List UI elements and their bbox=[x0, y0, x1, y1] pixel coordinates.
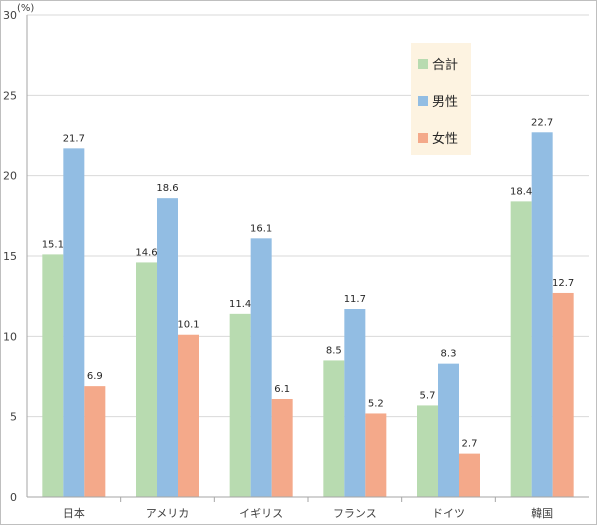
data-label: 12.7 bbox=[552, 278, 574, 289]
y-tick-label: 15 bbox=[3, 250, 17, 263]
data-label: 11.7 bbox=[344, 294, 366, 305]
y-tick-label: 5 bbox=[10, 411, 17, 424]
bar bbox=[136, 262, 157, 497]
bar bbox=[510, 201, 532, 497]
bar bbox=[42, 254, 64, 497]
data-label: 6.9 bbox=[87, 371, 103, 382]
data-label: 16.1 bbox=[250, 223, 272, 234]
data-label: 18.6 bbox=[156, 183, 178, 194]
x-category-label: 韓国 bbox=[531, 507, 553, 520]
y-tick-label: 20 bbox=[3, 170, 17, 183]
legend-label: 女性 bbox=[432, 131, 458, 147]
legend-swatch bbox=[418, 59, 428, 69]
data-label: 8.5 bbox=[326, 345, 342, 356]
data-labels: 15.1 21.7 6.9 14.6 18.6 10.1 11.4 16.1 6.1 8.5 11.… bbox=[42, 117, 575, 449]
data-label: 6.1 bbox=[274, 384, 290, 395]
bar bbox=[229, 313, 251, 497]
legend-label: 合計 bbox=[432, 57, 458, 73]
bar bbox=[417, 405, 438, 497]
legend-label: 男性 bbox=[432, 95, 458, 110]
data-label: 11.4 bbox=[229, 299, 251, 310]
bar bbox=[271, 398, 293, 497]
bar bbox=[63, 148, 85, 497]
y-tick-label: 25 bbox=[3, 89, 17, 102]
x-category-label: ドイツ bbox=[432, 507, 465, 520]
legend-swatch bbox=[418, 96, 428, 106]
bar bbox=[84, 386, 106, 497]
bar bbox=[344, 309, 366, 497]
gridlines bbox=[27, 14, 589, 418]
bar bbox=[250, 238, 272, 497]
y-tick-label: 10 bbox=[3, 330, 17, 343]
bar bbox=[531, 132, 553, 497]
data-label: 21.7 bbox=[63, 133, 85, 144]
data-label: 5.7 bbox=[420, 390, 436, 401]
legend-swatch bbox=[418, 133, 428, 143]
bar bbox=[438, 363, 459, 497]
y-tick-label: 0 bbox=[10, 491, 17, 504]
x-category-label: 日本 bbox=[63, 506, 85, 520]
bar bbox=[459, 453, 480, 497]
x-category-label: アメリカ bbox=[146, 507, 189, 520]
data-label: 18.4 bbox=[510, 186, 532, 197]
bar bbox=[552, 292, 574, 497]
bar bbox=[178, 334, 199, 497]
axes: 0 5 10 15 20 25 30 日本 アメリカ イギリス フランス ドイツ 韓国 bbox=[3, 9, 589, 520]
x-category-label: フランス bbox=[333, 507, 377, 520]
bar bbox=[323, 360, 345, 497]
data-label: 8.3 bbox=[441, 349, 457, 360]
bar bbox=[157, 198, 178, 497]
x-category-label: イギリス bbox=[239, 507, 283, 520]
data-label: 14.6 bbox=[135, 247, 157, 258]
y-tick-label: 30 bbox=[3, 9, 17, 22]
data-label: 5.2 bbox=[368, 398, 384, 409]
y-unit-label: (%) bbox=[17, 3, 34, 14]
data-label: 2.7 bbox=[462, 439, 478, 450]
data-label: 15.1 bbox=[42, 239, 64, 250]
bar bbox=[365, 413, 387, 497]
data-label: 10.1 bbox=[177, 320, 199, 331]
data-label: 22.7 bbox=[531, 117, 553, 128]
bars bbox=[42, 132, 574, 497]
